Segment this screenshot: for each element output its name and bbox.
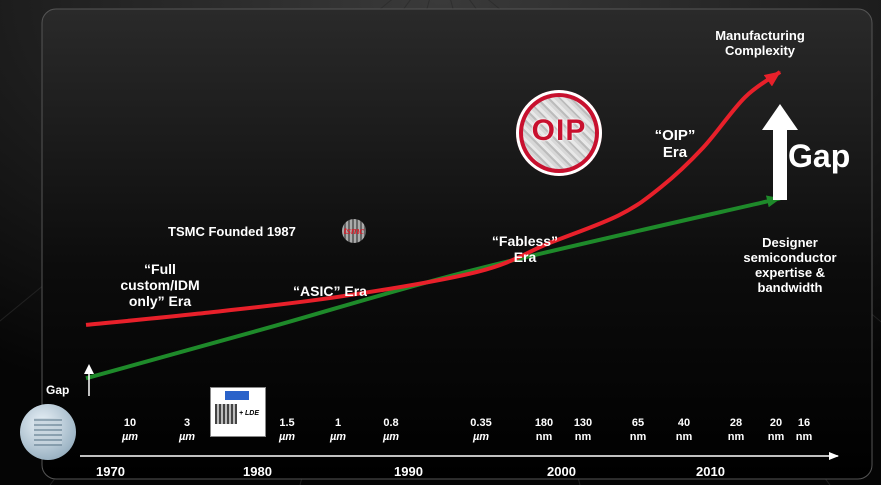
process-node-unit: nm: [535, 430, 553, 443]
annotation-gap-small: Gap: [46, 383, 70, 397]
process-node-unit: nm: [727, 430, 745, 443]
process-node-unit: nm: [629, 430, 647, 443]
annotation-manufacturing-complexity: Manufacturing Complexity: [715, 28, 805, 58]
oip-logo: OIP: [516, 90, 602, 176]
process-node-unit: µm: [382, 430, 400, 443]
wafer-image: [20, 404, 76, 460]
annotation-fabless-era: “Fabless” Era: [491, 233, 559, 266]
annotation-gap-large: Gap: [788, 138, 851, 174]
annotation-tsmc-founded: TSMC Founded 1987: [168, 224, 296, 239]
process-node-value: 65: [631, 417, 645, 429]
process-node-value: 10: [123, 417, 137, 429]
process-node-label: 130 nm: [563, 417, 603, 445]
process-node-label: 0.8 µm: [371, 417, 411, 445]
chip-layout-image: + LDE: [210, 387, 266, 437]
process-node-unit: µm: [278, 430, 296, 443]
annotation-oip-era: “OIP” Era: [654, 127, 696, 162]
process-node-label: 28 nm: [716, 417, 756, 445]
process-node-unit: nm: [574, 430, 592, 443]
annotation-designer-expertise: Designer semiconductor expertise & bandw…: [743, 235, 837, 295]
annotation-asic-era: “ASIC” Era: [293, 283, 367, 299]
process-node-label: 1 µm: [318, 417, 358, 445]
process-node-value: 0.35: [470, 417, 492, 429]
process-node-value: 40: [677, 417, 691, 429]
process-node-unit: µm: [329, 430, 347, 443]
x-tick-label: 2010: [696, 464, 725, 479]
process-node-unit: µm: [472, 430, 490, 443]
tsmc-logo: tsmc: [337, 218, 371, 246]
process-node-label: 40 nm: [664, 417, 704, 445]
process-node-unit: nm: [675, 430, 693, 443]
process-node-unit: µm: [178, 430, 196, 443]
process-node-label: 65 nm: [618, 417, 658, 445]
process-node-label: 10 µm: [110, 417, 150, 445]
up-arrow-icon-small-head: [84, 364, 94, 374]
up-arrow-icon: [762, 104, 798, 200]
series-line-manufacturing-complexity: [85, 70, 782, 327]
process-node-label: 3 µm: [167, 417, 207, 445]
process-node-value: 20: [769, 417, 783, 429]
process-node-value: 1: [334, 417, 342, 429]
process-node-value: 180: [534, 417, 554, 429]
oip-logo-text: OIP: [531, 114, 587, 147]
x-tick-label: 1980: [243, 464, 272, 479]
process-node-unit: nm: [767, 430, 785, 443]
x-tick-label: 1970: [96, 464, 125, 479]
process-node-label: 1.5 µm: [267, 417, 307, 445]
process-node-value: 0.8: [383, 417, 399, 429]
process-node-label: 180 nm: [524, 417, 564, 445]
process-node-unit: µm: [121, 430, 139, 443]
content-panel: [41, 8, 873, 480]
process-node-value: 130: [573, 417, 593, 429]
x-tick-label: 2000: [547, 464, 576, 479]
process-node-label: 0.35 µm: [461, 417, 501, 445]
process-node-value: 1.5: [279, 417, 295, 429]
process-node-value: 3: [183, 417, 191, 429]
process-node-label: 16 nm: [784, 417, 824, 445]
tsmc-logo-text: tsmc: [343, 225, 365, 237]
process-node-label: 20 nm: [756, 417, 796, 445]
annotation-full-custom-era: “Full custom/IDM only” Era: [120, 261, 200, 310]
series-line-designer-expertise: [85, 195, 781, 381]
process-node-value: 28: [729, 417, 743, 429]
process-node-unit: nm: [795, 430, 813, 443]
process-node-value: 16: [797, 417, 811, 429]
x-tick-label: 1990: [394, 464, 423, 479]
lde-label: + LDE: [239, 410, 260, 417]
